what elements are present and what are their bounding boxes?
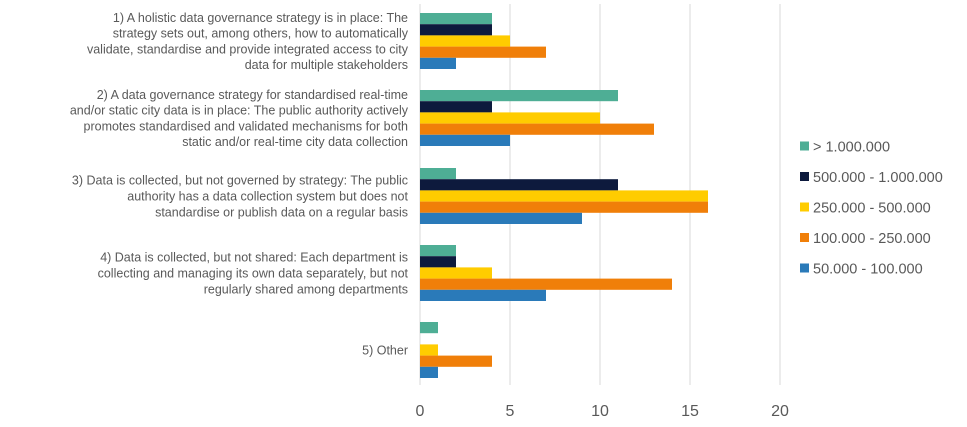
legend-swatch-2 <box>800 172 809 181</box>
category-label-2-line-1: 2) A data governance strategy for standa… <box>97 88 408 102</box>
bar-cat4-series5 <box>420 289 546 301</box>
bar-cat2-series3 <box>420 112 600 124</box>
bar-cat2-series1 <box>420 90 618 102</box>
bar-cat1-series1 <box>420 13 492 25</box>
legend: > 1.000.000 500.000 - 1.000.000 250.000 - … <box>800 140 943 278</box>
bar-cat1-series3 <box>420 35 510 47</box>
category-label-2-line-2: and/or static city data is in place: The… <box>70 104 409 118</box>
bar-cat3-series2 <box>420 179 618 191</box>
x-tick-label-15: 15 <box>681 403 699 420</box>
category-label-1-line-4: data for multiple stakeholders <box>245 58 408 72</box>
bar-cat5-series3 <box>420 344 438 356</box>
category-label-2-line-4: static and/or real-time city data collec… <box>182 135 408 149</box>
bar-cat3-series3 <box>420 190 708 202</box>
legend-label-2: 500.000 - 1.000.000 <box>813 170 943 186</box>
x-tick-label-5: 5 <box>506 403 515 420</box>
bar-cat2-series4 <box>420 123 654 135</box>
x-tick-label-0: 0 <box>416 403 425 420</box>
category-label-3-line-3: standardise or publish data on a regular… <box>155 205 408 219</box>
bar-cat4-series2 <box>420 256 456 268</box>
bar-cat5-series5 <box>420 366 438 378</box>
legend-swatch-5 <box>800 263 809 273</box>
legend-label-4: 100.000 - 250.000 <box>813 231 931 247</box>
category-label-3-line-2: authority has a data collection system b… <box>127 190 408 204</box>
bar-cat2-series5 <box>420 134 510 146</box>
bar-cat1-series2 <box>420 24 492 36</box>
category-label-1-line-3: validate, standardise and provide integr… <box>87 42 409 56</box>
category-label-1-line-2: strategy sets out, among others, how to … <box>113 27 409 41</box>
bar-cat5-series1 <box>420 322 438 334</box>
category-label-3-line-1: 3) Data is collected, but not governed b… <box>72 174 408 188</box>
bar-cat4-series4 <box>420 278 672 290</box>
bar-cat3-series5 <box>420 212 582 224</box>
bars <box>420 13 708 378</box>
x-axis-ticks: 0 5 10 15 20 <box>416 403 789 420</box>
bar-cat1-series5 <box>420 57 456 69</box>
legend-label-3: 250.000 - 500.000 <box>813 201 931 217</box>
bar-cat4-series1 <box>420 245 456 257</box>
category-label-1-line-1: 1) A holistic data governance strategy i… <box>113 11 408 25</box>
category-label-4-line-1: 4) Data is collected, but not shared: Ea… <box>100 251 408 265</box>
x-tick-label-20: 20 <box>771 403 789 420</box>
category-labels: 1) A holistic data governance strategy i… <box>70 11 409 358</box>
bar-cat3-series4 <box>420 201 708 213</box>
category-label-5-line-1: 5) Other <box>362 344 408 358</box>
bar-cat3-series1 <box>420 168 456 180</box>
bar-cat4-series3 <box>420 267 492 279</box>
legend-swatch-3 <box>800 202 809 212</box>
bar-cat2-series2 <box>420 101 492 113</box>
x-tick-label-10: 10 <box>591 403 609 420</box>
category-label-2-line-3: promotes standardised and validated mech… <box>84 119 409 133</box>
legend-swatch-1 <box>800 141 809 151</box>
bar-cat5-series4 <box>420 355 492 367</box>
legend-label-1: > 1.000.000 <box>813 140 890 156</box>
category-label-4-line-3: regularly shared among departments <box>204 282 408 296</box>
legend-label-5: 50.000 - 100.000 <box>813 262 923 278</box>
bar-cat1-series4 <box>420 46 546 58</box>
category-label-4-line-2: collecting and managing its own data sep… <box>98 267 409 281</box>
legend-swatch-4 <box>800 233 809 242</box>
